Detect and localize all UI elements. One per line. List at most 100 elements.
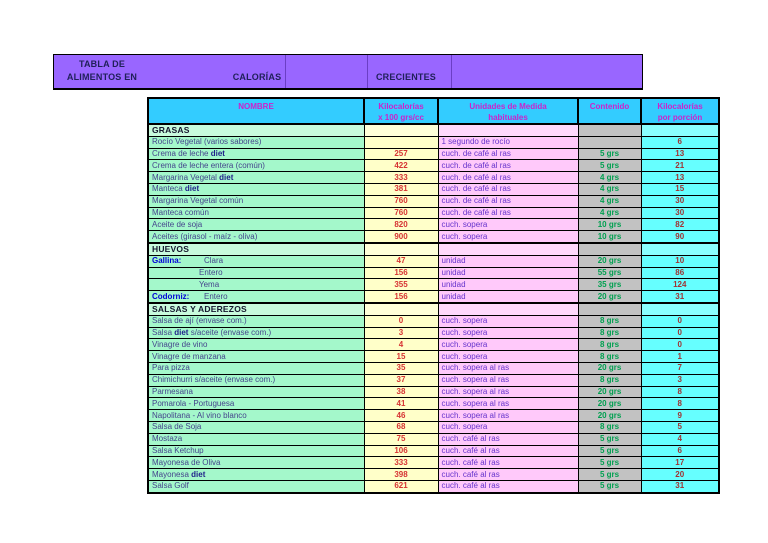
qty-cell: 20 grs — [577, 290, 642, 304]
food-name-cell: Vinagre de manzana — [147, 350, 365, 363]
section-row: GRASAS — [147, 122, 720, 137]
section-cell-unit — [437, 241, 579, 256]
unit-cell: cuch. sopera — [437, 218, 579, 232]
diet-bold-text: diet — [210, 148, 225, 158]
kcal-cell: 156 — [363, 266, 439, 280]
portion-cell: 8 — [640, 397, 720, 411]
table-row: Crema de leche entera (común) 422 cuch. de… — [147, 159, 720, 173]
qty-cell: 20 grs — [577, 254, 642, 268]
portion-cell: 31 — [640, 479, 720, 494]
food-name-cell: Chimichurri s/aceite (envase com.) — [147, 373, 365, 387]
qty-cell: 35 grs — [577, 278, 642, 292]
kcal-cell — [363, 135, 439, 149]
unit-cell: cuch. de café al ras — [437, 171, 579, 184]
section-cell-kcal — [363, 301, 439, 316]
table-row: Crema de leche diet 257 cuch. de café al r… — [147, 147, 720, 161]
col-header-text: por porción — [657, 113, 703, 122]
food-name-cell: Rocío Vegetal (varios sabores) — [147, 135, 365, 149]
unit-cell: cuch. café al ras — [437, 468, 579, 481]
portion-cell: 3 — [640, 373, 720, 387]
portion-cell: 13 — [640, 171, 720, 184]
food-name-cell: Salsa Ketchup — [147, 444, 365, 458]
portion-cell: 0 — [640, 326, 720, 340]
kcal-cell: 106 — [363, 444, 439, 458]
species-label: Gallina: — [152, 256, 182, 266]
table-row: Mostaza 75 cuch. café al ras 5 grs 4 — [147, 432, 720, 446]
table-row: Vinagre de vino 4 cuch. sopera 8 grs 0 — [147, 338, 720, 352]
food-name-cell: Vinagre de vino — [147, 338, 365, 352]
unit-cell: cuch. café al ras — [437, 432, 579, 446]
section-cell-portion — [640, 301, 720, 316]
col-header-text: x 100 grs/cc — [378, 113, 424, 122]
food-name-cell: Salsa de ají (envase com.) — [147, 314, 365, 328]
food-name-cell: Margarina Vegetal común — [147, 194, 365, 208]
kcal-cell: 156 — [363, 290, 439, 304]
table-row: Margarina Vegetal común 760 cuch. de café … — [147, 194, 720, 208]
table-row: Pomarola - Portuguesa 41 cuch. sopera al r… — [147, 397, 720, 411]
food-name-cell: Manteca diet — [147, 182, 365, 196]
kcal-cell: 47 — [363, 254, 439, 268]
kcal-cell: 760 — [363, 194, 439, 208]
unit-cell: cuch. de café al ras — [437, 159, 579, 173]
qty-cell: 4 grs — [577, 206, 642, 220]
header-row: NOMBRE Kilocalorías x 100 grs/cc Unidade… — [147, 97, 720, 125]
col-header-kilocalorias-100: Kilocalorías x 100 grs/cc — [363, 97, 439, 125]
unit-cell: cuch. sopera al ras — [437, 361, 579, 375]
table-row: Parmesana 38 cuch. sopera al ras 20 grs 8 — [147, 385, 720, 399]
food-name-cell: Crema de leche entera (común) — [147, 159, 365, 173]
food-name-cell: Yema — [147, 278, 365, 292]
portion-cell: 82 — [640, 218, 720, 232]
food-name-cell: Aceite de soja — [147, 218, 365, 232]
qty-cell: 8 grs — [577, 350, 642, 363]
table-row: Salsa de Soja 68 cuch. sopera 8 grs 5 — [147, 420, 720, 434]
section-cell-kcal — [363, 241, 439, 256]
qty-cell: 5 grs — [577, 479, 642, 494]
food-name-cell: Mayonesa diet — [147, 468, 365, 481]
title-left-block: TABLA DE ALIMENTOS EN — [54, 58, 150, 84]
table-row: Gallina: Clara 47 unidad 20 grs 10 — [147, 254, 720, 268]
table-row: Salsa Golf 621 cuch. café al ras 5 grs 31 — [147, 479, 720, 494]
portion-cell: 124 — [640, 278, 720, 292]
diet-bold-text: diet — [184, 184, 200, 194]
table-row: Chimichurri s/aceite (envase com.) 37 cuch… — [147, 373, 720, 387]
diet-bold-text: diet — [174, 327, 189, 337]
kcal-cell: 41 — [363, 397, 439, 411]
qty-cell: 8 grs — [577, 338, 642, 352]
col-header-text: Kilocalorías — [657, 102, 703, 111]
table-row: Mayonesa diet 398 cuch. café al ras 5 grs 20 — [147, 468, 720, 481]
kcal-cell: 4 — [363, 338, 439, 352]
section-row: HUEVOS — [147, 241, 720, 256]
table-row: Manteca común 760 cuch. de café al ras 4 gr… — [147, 206, 720, 220]
title-bar-divider — [285, 55, 286, 88]
qty-cell: 10 grs — [577, 218, 642, 232]
food-name-cell: Para pizza — [147, 361, 365, 375]
table-row: Codorniz: Entero 156 unidad 20 grs 31 — [147, 290, 720, 304]
title-line2: ALIMENTOS EN — [66, 72, 138, 82]
unit-cell: cuch. de café al ras — [437, 194, 579, 208]
kcal-cell: 760 — [363, 206, 439, 220]
kcal-cell: 38 — [363, 385, 439, 399]
kcal-cell: 422 — [363, 159, 439, 173]
table-row: Salsa diet s/aceite (envase com.) 3 cuch. … — [147, 326, 720, 340]
kcal-cell: 37 — [363, 373, 439, 387]
unit-cell: cuch. sopera — [437, 326, 579, 340]
section-cell-qty — [577, 241, 642, 256]
table-row: Salsa de ají (envase com.) 0 cuch. sopera 8… — [147, 314, 720, 328]
portion-cell: 1 — [640, 350, 720, 363]
table-row: Aceites (girasol - maíz - oliva) 900 cuch.… — [147, 230, 720, 244]
section-title: GRASAS — [147, 122, 365, 137]
section-title: HUEVOS — [147, 241, 365, 256]
qty-cell: 20 grs — [577, 361, 642, 375]
qty-cell — [577, 135, 642, 149]
qty-cell: 10 grs — [577, 230, 642, 244]
section-cell-portion — [640, 122, 720, 137]
qty-cell: 5 grs — [577, 147, 642, 161]
table-row: Para pizza 35 cuch. sopera al ras 20 grs 7 — [147, 361, 720, 375]
table-row: Rocío Vegetal (varios sabores) 1 segundo … — [147, 135, 720, 149]
food-name-cell: Salsa Golf — [147, 479, 365, 494]
food-name-cell: Salsa diet s/aceite (envase com.) — [147, 326, 365, 340]
col-header-contenido: Contenido — [577, 97, 642, 125]
species-label: Codorniz: — [152, 291, 190, 301]
table-row: Aceite de soja 820 cuch. sopera 10 grs 82 — [147, 218, 720, 232]
portion-cell: 86 — [640, 266, 720, 280]
